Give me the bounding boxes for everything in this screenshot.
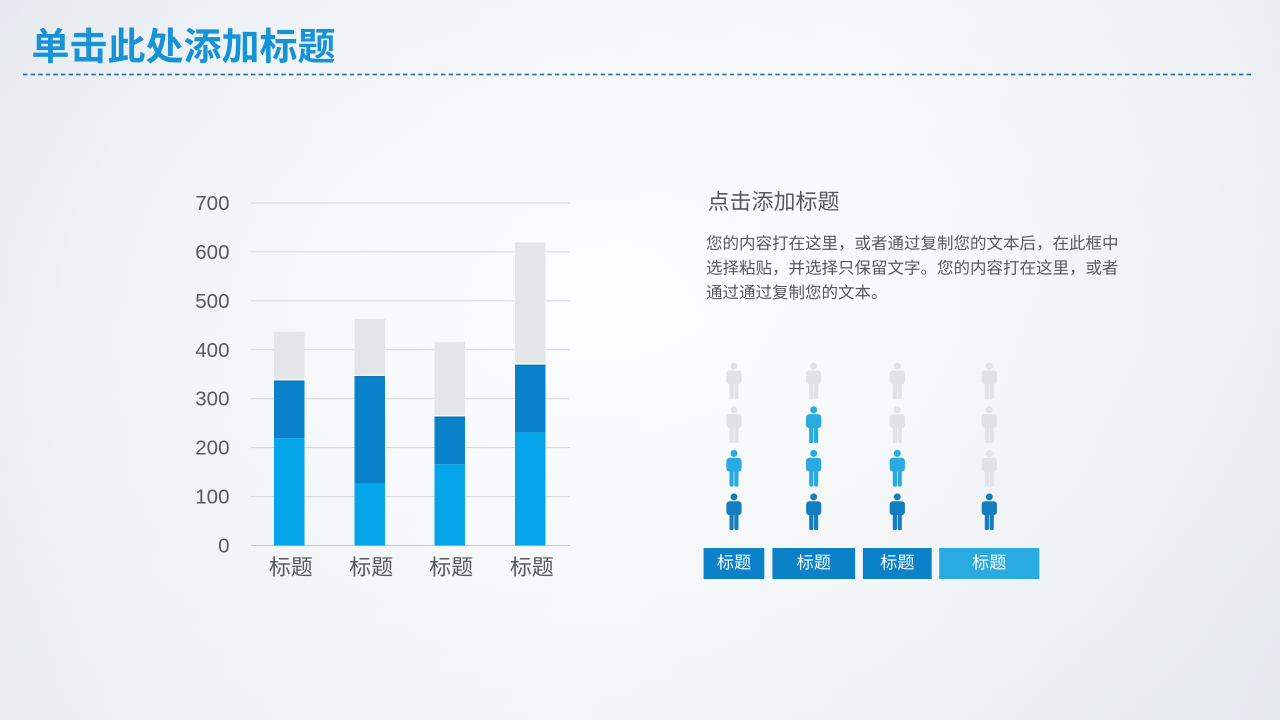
svg-text:400: 400 xyxy=(195,339,229,362)
svg-text:100: 100 xyxy=(195,486,229,509)
svg-text:200: 200 xyxy=(195,437,229,460)
svg-text:300: 300 xyxy=(195,388,229,411)
svg-text:600: 600 xyxy=(195,241,229,264)
svg-text:700: 700 xyxy=(195,192,229,215)
svg-text:500: 500 xyxy=(195,290,229,313)
svg-text:0: 0 xyxy=(218,535,229,558)
